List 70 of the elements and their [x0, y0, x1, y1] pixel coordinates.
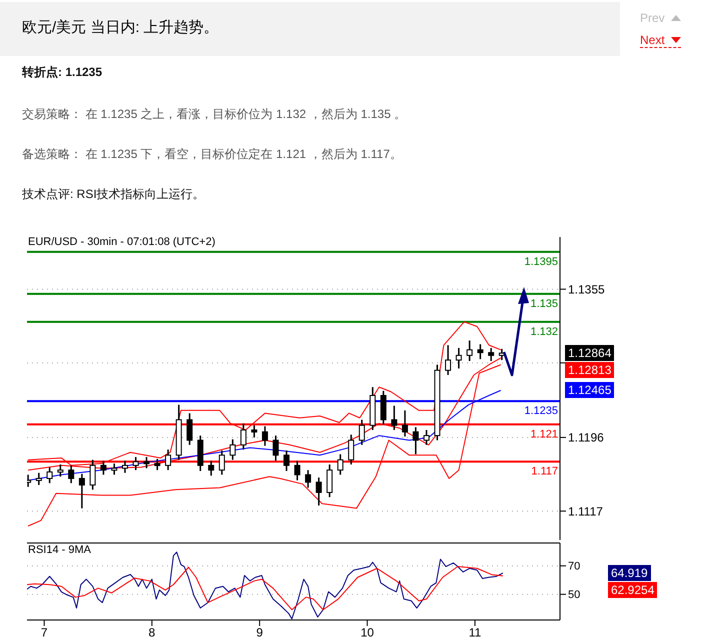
chart-title: 欧元/美元 当日内: 上升趋势。 [22, 18, 219, 37]
candlestick [208, 460, 214, 476]
candlestick [456, 347, 462, 370]
candlestick [294, 460, 300, 482]
x-tick-label: 9 [256, 626, 264, 638]
candlestick [466, 340, 473, 362]
text: 技术点评: RSI技术指标向上运行。 [22, 186, 205, 203]
candlestick [251, 424, 258, 438]
candlestick [337, 453, 344, 476]
text: 62.9254 [608, 582, 658, 598]
chart-subtitle: EUR/USD - 30min - 07:01:08 (UTC+2) [28, 236, 216, 248]
candlestick [488, 347, 494, 362]
x-tick-label: 10 [360, 626, 374, 638]
candlestick [122, 460, 128, 474]
x-tick-label: 11 [468, 626, 482, 638]
candlestick [477, 343, 484, 360]
chart-title: RSI14 - 9MA [28, 544, 91, 556]
candlestick [240, 422, 246, 450]
ref-line-label: 1.121 [530, 428, 558, 440]
candlestick [402, 410, 408, 438]
candlestick [445, 344, 452, 376]
ref-line-label: 1.135 [530, 298, 558, 310]
candlestick [391, 405, 398, 431]
y-tick-label: 50 [568, 589, 580, 602]
candlestick [154, 458, 160, 471]
candlestick [218, 450, 225, 476]
text: 交易策略： 在 1.1235 之上，看涨，目标价位为 1.132 ，然后为 1.135 。 [22, 106, 406, 123]
y-tick-label: 1.1196 [568, 430, 604, 445]
candlestick [68, 464, 74, 484]
ref-line-label: 1.117 [531, 466, 558, 478]
candlestick [57, 464, 64, 478]
text: Prev [640, 11, 665, 25]
candlestick [272, 434, 279, 462]
candlestick [36, 472, 42, 486]
candlestick [100, 460, 106, 476]
ref-line-label: 1.1395 [524, 256, 558, 268]
candlestick [165, 448, 172, 471]
y-tick-label: 70 [568, 560, 580, 573]
candlestick [262, 426, 268, 447]
candlestick [316, 476, 322, 506]
text: Next [640, 33, 665, 47]
candlestick [186, 412, 193, 446]
candlestick [90, 459, 96, 490]
line-series [27, 566, 504, 610]
y-tick-label: 1.1355 [568, 282, 606, 296]
candlestick [284, 450, 290, 472]
ref-line-label: 1.132 [530, 326, 558, 338]
candlestick [132, 456, 139, 471]
candlestick [348, 434, 354, 466]
text: 64.919 [608, 565, 651, 582]
text: 1.12465 [565, 382, 614, 398]
ref-line-label: 1.1235 [524, 405, 558, 418]
candlestick [111, 462, 118, 476]
y-tick-label: 1.1117 [568, 504, 604, 518]
candlestick [144, 456, 150, 469]
candlestick [412, 426, 419, 455]
candlestick [326, 464, 333, 498]
candlestick [423, 429, 430, 446]
text: 备选策略： 在 1.1235 下，看空，目标价位定在 1.121 ，然后为 1.117。 [22, 146, 402, 163]
candlestick [78, 473, 85, 510]
text: 1.12813 [565, 362, 614, 378]
candlestick [358, 418, 365, 446]
candlestick [305, 469, 312, 489]
text: 1.12864 [565, 345, 614, 362]
x-tick-label: 8 [148, 626, 156, 638]
line-series [27, 552, 504, 620]
text: 转折点: 1.1235 [22, 64, 102, 81]
candlestick [230, 438, 236, 461]
x-tick-label: 7 [40, 626, 48, 638]
candlestick [46, 466, 53, 484]
